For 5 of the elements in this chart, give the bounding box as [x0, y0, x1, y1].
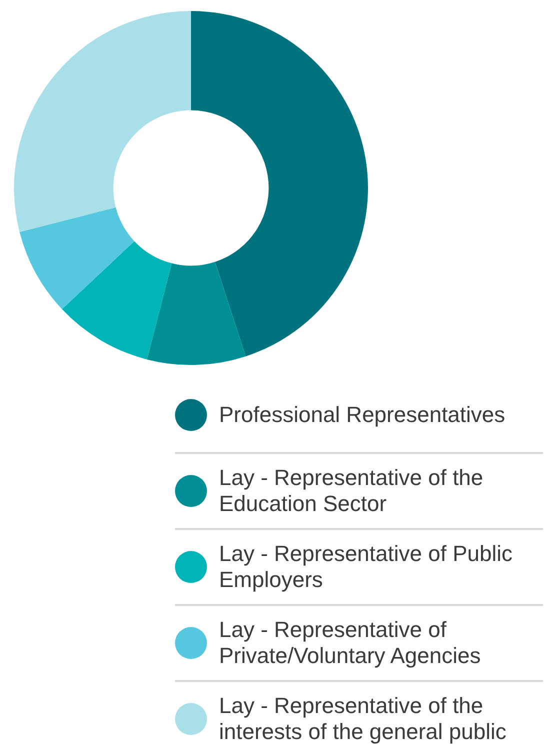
legend-label: Lay - Representative of the Education Sector	[219, 465, 484, 517]
legend-label: Professional Representatives	[219, 402, 506, 428]
legend-label: Lay - Representative of the interests of the general public	[219, 693, 508, 745]
legend-label: Lay - Representative of Public Employers	[219, 541, 514, 593]
legend-label: Lay - Representative of Private/Voluntary Agencies	[219, 617, 482, 669]
